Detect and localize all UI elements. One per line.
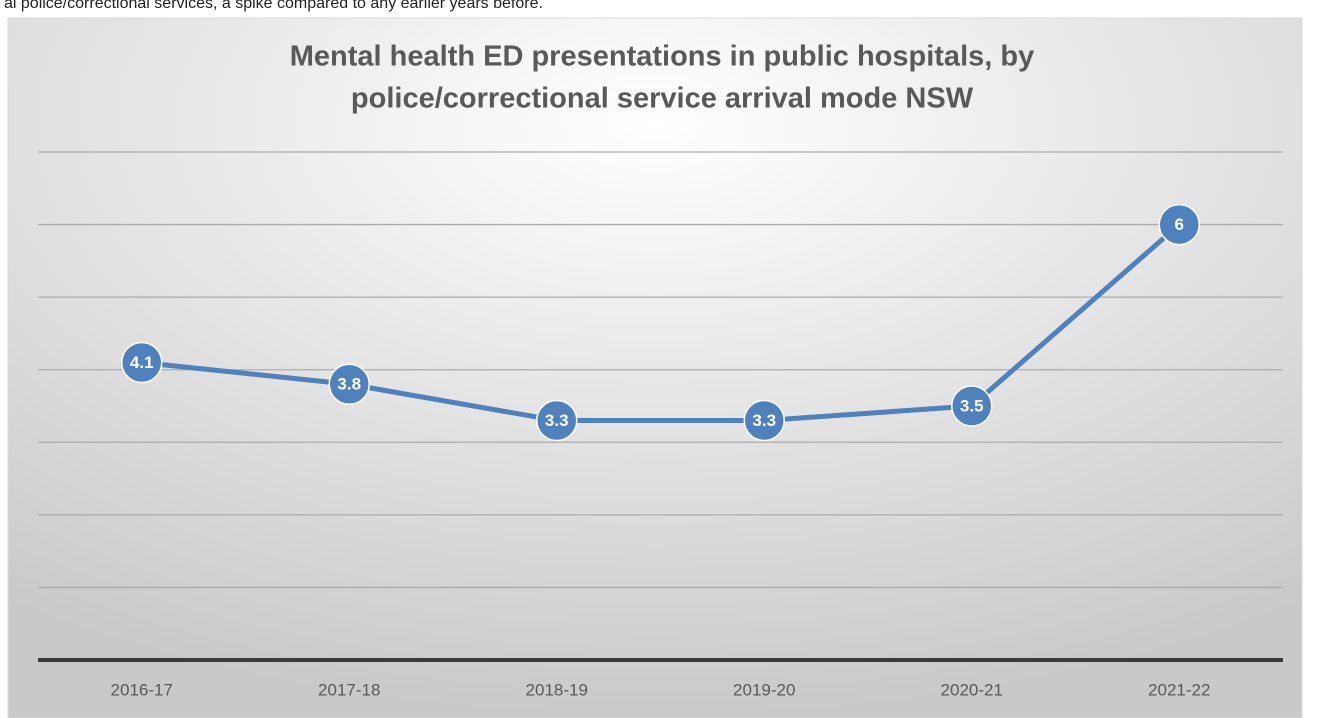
chart-title: Mental health ED presentations in public… bbox=[290, 41, 1034, 73]
data-label: 3.3 bbox=[752, 411, 776, 430]
x-tick-label: 2020-21 bbox=[941, 680, 1003, 699]
x-tick-label: 2021-22 bbox=[1148, 680, 1210, 699]
marker bbox=[328, 363, 370, 405]
x-tick-label: 2019-20 bbox=[733, 680, 795, 699]
marker bbox=[121, 341, 163, 384]
marker bbox=[743, 399, 785, 442]
caption: al police/correctional services, a spike… bbox=[4, 0, 543, 12]
marker bbox=[951, 385, 993, 427]
marker bbox=[1158, 203, 1200, 246]
line bbox=[141, 222, 1181, 424]
chart-title: police/correctional service arrival mode… bbox=[351, 83, 974, 115]
data-label: 4.1 bbox=[130, 353, 154, 372]
data-label: 3.3 bbox=[545, 411, 569, 430]
chart-background bbox=[7, 17, 1303, 718]
x-tick-label: 2016-17 bbox=[111, 680, 173, 699]
data-label: 3.8 bbox=[337, 375, 361, 394]
marker bbox=[536, 399, 578, 442]
data-label: 3.5 bbox=[960, 396, 984, 415]
x-tick-label: 2017-18 bbox=[318, 680, 380, 699]
x-tick-label: 2018-19 bbox=[526, 680, 588, 699]
data-label: 6 bbox=[1175, 215, 1184, 234]
